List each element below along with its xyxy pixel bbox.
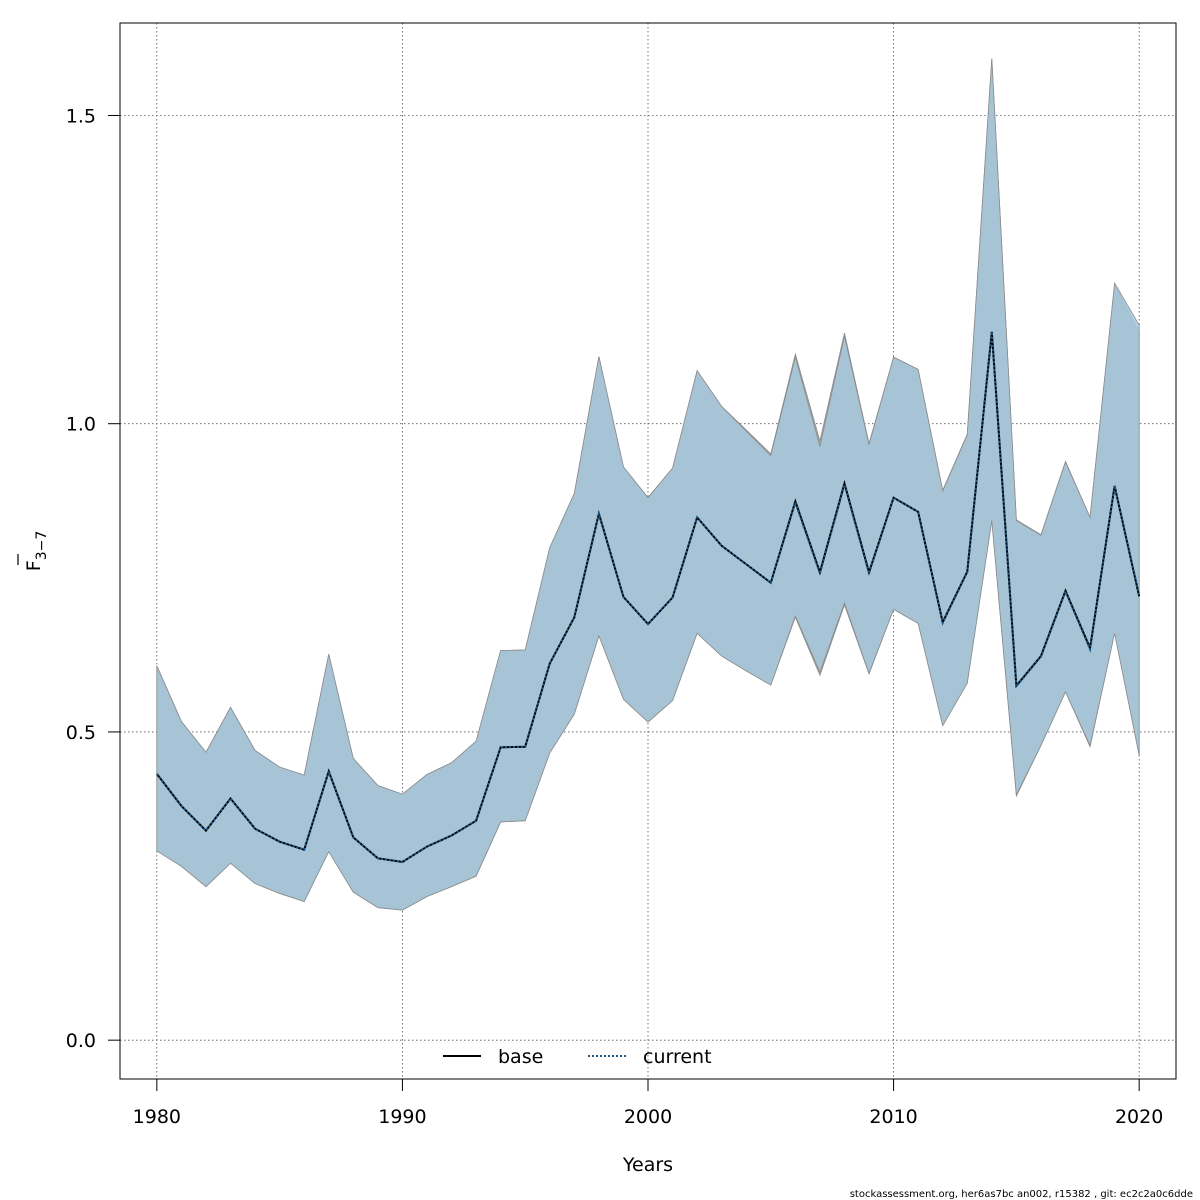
legend-label-base: base (498, 1046, 543, 1068)
footer-caption: stockassessment.org, her6as7bc an002, r1… (850, 1189, 1193, 1200)
y-axis-title-sub: 3−7 (34, 531, 50, 561)
x-tick-label: 2000 (624, 1106, 672, 1128)
x-tick-label: 1990 (378, 1106, 426, 1128)
y-axis-title-main: F (23, 560, 45, 571)
y-tick-label: 1.5 (66, 105, 96, 127)
y-axis-title: F3−7 (17, 531, 50, 571)
legend: base current (443, 1046, 712, 1068)
series-line-current (156, 331, 1141, 864)
y-tick-label: 0.5 (66, 722, 96, 744)
legend-label-current: current (643, 1046, 712, 1068)
x-tick-label: 2010 (869, 1106, 917, 1128)
series-lines (156, 331, 1141, 864)
confidence-bands (156, 58, 1140, 911)
confidence-band-current (156, 58, 1140, 911)
y-tick-label: 1.0 (66, 414, 96, 436)
x-tick-label: 1980 (133, 1106, 181, 1128)
y-tick-label: 0.0 (66, 1030, 96, 1052)
svg-text:F3−7: F3−7 (23, 531, 50, 571)
axes: 1980 1990 2000 2010 2020 0.0 0.5 1.0 1.5 (66, 105, 1164, 1128)
x-axis-title: Years (622, 1154, 673, 1176)
x-tick-label: 2020 (1115, 1106, 1163, 1128)
